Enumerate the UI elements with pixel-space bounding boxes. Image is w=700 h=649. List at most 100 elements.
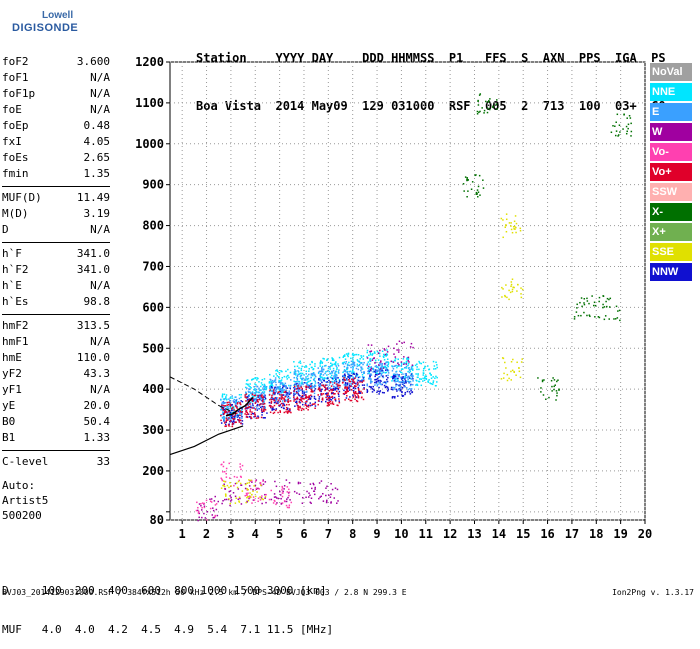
echo-point [367,365,370,368]
legend-item: X- [650,203,692,221]
echo-point [271,382,273,384]
echo-point [400,376,402,379]
echo-point [352,369,354,372]
echo-point [277,399,280,401]
y-tick-label: 1000 [135,137,164,151]
echo-point [374,373,377,376]
echo-point [326,398,328,401]
echo-point [433,368,435,370]
echo-point [301,378,303,380]
echo-point [394,395,396,398]
echo-point [310,390,312,393]
echo-point [275,387,278,390]
echo-point [347,390,350,392]
echo-point [260,389,262,391]
param-name: yF2 [2,367,22,380]
echo-point [615,130,618,132]
echo-point [331,488,334,491]
echo-point [258,404,261,406]
echo-point [318,370,321,373]
echo-point [275,381,277,384]
echo-point [380,380,382,382]
echo-point [331,363,333,366]
echo-point [285,411,287,413]
echo-point [362,363,364,366]
echo-point [335,387,337,390]
echo-point [556,394,558,397]
echo-point [311,366,313,369]
echo-point [504,226,506,228]
echo-point [338,378,341,381]
echo-point [309,404,311,407]
echo-point [344,390,347,393]
echo-point [598,316,601,319]
echo-point [405,360,408,363]
echo-point [617,135,619,137]
echo-point [311,391,313,393]
echo-point [378,364,381,367]
echo-point [404,376,407,379]
x-tick-label: 19 [613,527,627,541]
echo-point [272,381,275,383]
echo-point [342,371,344,374]
echo-point [416,376,419,379]
echo-point [422,361,425,364]
echo-point [222,465,225,468]
echo-point [347,398,350,400]
echo-point [479,93,482,95]
echo-point [550,379,553,382]
echo-point [488,99,490,102]
echo-point [305,377,307,380]
echo-point [352,390,355,392]
echo-point [251,400,254,403]
echo-point [371,358,374,360]
echo-point [281,397,284,399]
echo-point [248,497,250,500]
echo-point [293,394,295,397]
echo-point [252,490,254,493]
echo-point [264,396,266,398]
echo-point [407,356,410,359]
echo-point [231,409,234,412]
echo-point [430,377,433,380]
echo-point [344,383,347,385]
echo-point [477,191,480,193]
echo-point [237,488,240,490]
echo-point [205,499,208,502]
echo-point [354,398,356,400]
echo-point [298,381,301,383]
echo-point [381,364,383,367]
echo-point [331,401,334,403]
echo-point [545,398,547,401]
echo-point [275,408,278,410]
param-name: hmE [2,351,22,364]
echo-point [402,395,405,397]
echo-point [407,388,409,391]
echo-point [362,377,365,379]
echo-point [241,417,243,420]
echo-point [505,213,508,215]
echo-point [597,316,600,318]
echo-point [466,178,468,181]
echo-point [255,399,258,401]
echo-point [355,399,358,402]
echo-point [330,482,332,485]
echo-point [319,378,322,380]
echo-point [398,384,400,387]
echo-point [409,388,411,390]
echo-point [317,403,319,406]
echo-point [395,383,397,386]
echo-point [255,407,258,409]
echo-point [273,390,275,392]
echo-point [401,395,404,397]
echo-point [306,396,308,399]
echo-point [268,390,271,393]
echo-point [282,405,284,407]
echo-point [381,365,383,368]
echo-point [319,389,321,391]
echo-point [228,477,231,479]
y-tick-label: 80 [150,513,164,527]
echo-point [231,403,233,406]
echo-point [411,376,414,379]
echo-point [289,392,291,394]
